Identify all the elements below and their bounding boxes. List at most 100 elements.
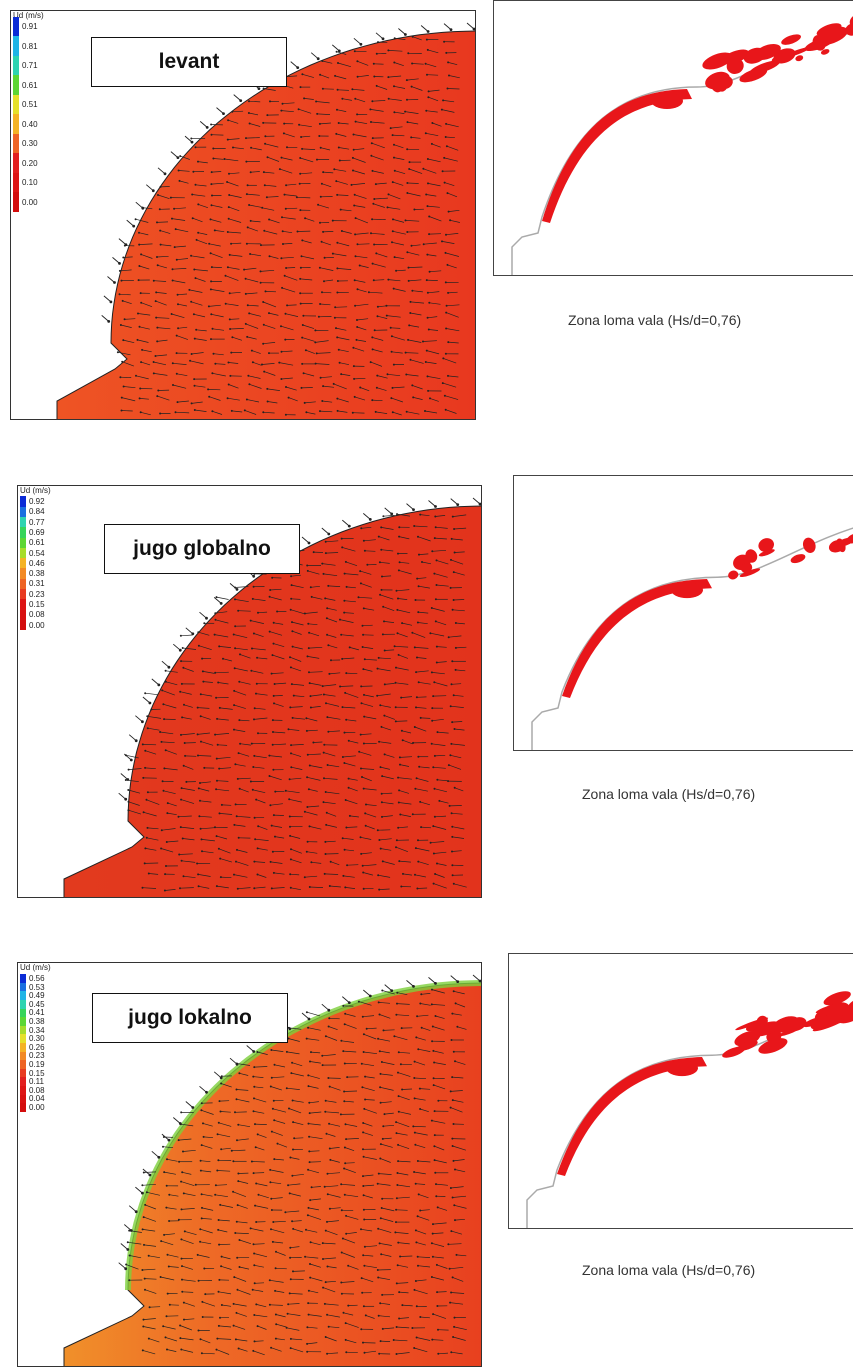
velocity-arrow (360, 836, 372, 840)
velocity-arrow-head (340, 633, 343, 636)
velocity-arrow (200, 693, 213, 697)
velocity-arrow-head (443, 181, 446, 184)
velocity-arrow (430, 841, 445, 844)
velocity-arrow-head (256, 1325, 259, 1328)
velocity-arrow-head (134, 218, 137, 221)
velocity-arrow (167, 1254, 179, 1258)
velocity-arrow-head (235, 1311, 238, 1314)
velocity-arrow (381, 1061, 395, 1065)
velocity-arrow (417, 1256, 431, 1258)
velocity-arrow-head (397, 1110, 400, 1113)
legend-value: 0.15 (29, 600, 45, 609)
velocity-arrow-head (180, 1111, 183, 1114)
velocity-arrow-head (379, 1072, 382, 1075)
velocity-arrow (286, 183, 297, 186)
velocity-arrow (363, 1122, 373, 1127)
velocity-arrow (378, 1228, 392, 1233)
velocity-arrow (338, 349, 349, 353)
velocity-arrow-head (305, 717, 308, 720)
velocity-arrow (308, 1314, 322, 1317)
velocity-arrow (200, 741, 214, 746)
velocity-arrow-head (289, 1156, 292, 1159)
velocity-arrow-head (249, 619, 252, 622)
velocity-arrow-head (280, 350, 283, 353)
velocity-arrow-head (413, 208, 416, 211)
velocity-arrow (307, 753, 321, 756)
velocity-arrow (325, 540, 339, 543)
velocity-arrow (392, 386, 405, 389)
velocity-arrow (323, 801, 336, 805)
velocity-arrow (357, 288, 367, 293)
velocity-arrow (452, 1277, 464, 1282)
boundary-arrow (103, 295, 112, 303)
velocity-arrow (180, 1337, 194, 1341)
velocity-arrow-head (144, 692, 147, 695)
velocity-arrow-head (449, 1301, 452, 1304)
velocity-arrow-head (203, 766, 206, 769)
velocity-arrow-head (422, 243, 425, 246)
velocity-arrow (437, 731, 449, 734)
velocity-arrow-head (214, 826, 216, 829)
velocity-arrow (354, 194, 367, 199)
velocity-arrow-head (288, 798, 291, 801)
velocity-arrow-head (382, 605, 385, 608)
boundary-arrow-head (390, 512, 394, 516)
velocity-arrow-head (361, 864, 364, 867)
velocity-arrow-head (413, 1077, 416, 1079)
velocity-arrow-head (338, 361, 341, 364)
velocity-arrow (436, 584, 449, 587)
velocity-arrow (140, 411, 151, 416)
velocity-arrow-head (234, 647, 237, 650)
velocity-arrow (381, 792, 393, 795)
velocity-arrow-head (214, 1184, 217, 1187)
velocity-arrow-head (233, 873, 235, 876)
velocity-arrow (342, 1238, 356, 1244)
velocity-arrow (352, 88, 365, 91)
velocity-arrow-head (253, 1252, 256, 1255)
boundary-arrow-head (472, 27, 475, 31)
velocity-arrow-head (296, 230, 299, 233)
velocity-arrow (227, 138, 240, 140)
velocity-arrow (388, 279, 401, 282)
velocity-arrow (449, 1266, 464, 1270)
velocity-arrow-head (145, 1191, 148, 1194)
velocity-arrow (117, 351, 131, 356)
velocity-arrow-head (433, 1134, 436, 1137)
velocity-arrow-head (236, 1139, 238, 1142)
velocity-arrow (327, 764, 340, 768)
velocity-arrow-head (344, 1012, 347, 1015)
velocity-arrow-head (197, 1329, 200, 1332)
velocity-arrow-head (276, 1142, 279, 1145)
velocity-arrow (280, 325, 294, 331)
velocity-arrow (437, 1291, 447, 1293)
velocity-arrow-head (365, 1027, 368, 1030)
velocity-arrow-head (385, 304, 388, 307)
velocity-arrow (269, 631, 283, 636)
velocity-arrow-head (417, 1264, 419, 1267)
velocity-arrow (196, 239, 208, 245)
velocity-arrow (239, 788, 249, 793)
velocity-arrow (258, 1194, 269, 1199)
velocity-arrow-head (419, 1108, 422, 1110)
velocity-arrow (423, 242, 437, 245)
velocity-arrow-head (435, 1195, 438, 1198)
velocity-arrow-head (282, 243, 284, 245)
velocity-arrow (229, 194, 242, 198)
velocity-arrow (271, 1197, 283, 1200)
velocity-arrow-head (289, 886, 292, 889)
velocity-arrow-head (227, 383, 230, 386)
velocity-arrow-head (347, 1264, 350, 1267)
velocity-arrow-head (289, 1256, 292, 1259)
velocity-arrow-head (383, 714, 386, 717)
velocity-arrow-head (407, 266, 410, 269)
velocity-arrow-head (284, 338, 287, 341)
velocity-arrow (254, 861, 266, 863)
velocity-arrow (235, 1232, 249, 1234)
velocity-arrow-head (252, 585, 255, 588)
velocity-arrow (413, 397, 423, 400)
legend-swatch (20, 619, 26, 631)
velocity-arrow-head (121, 299, 124, 302)
velocity-arrow (281, 256, 294, 259)
velocity-arrow-head (174, 411, 177, 414)
velocity-arrow (245, 278, 259, 283)
